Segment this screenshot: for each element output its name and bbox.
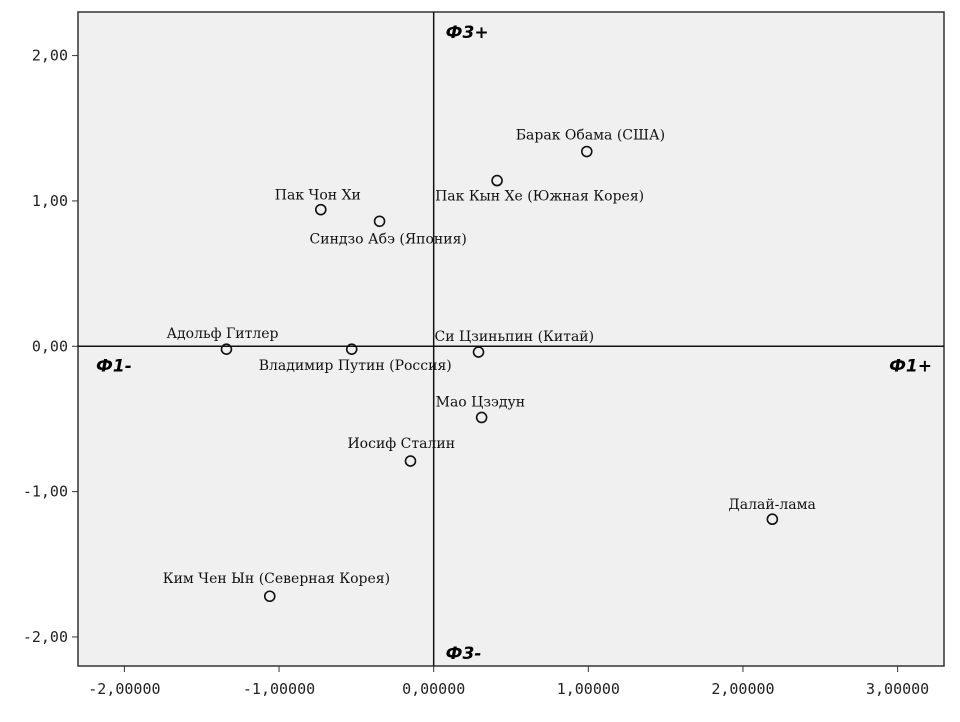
y-tick-label: -2,00: [23, 628, 68, 646]
data-point: [345, 343, 358, 355]
x-tick-label: 0,00000: [402, 680, 465, 698]
data-point-label: Иосиф Сталин: [347, 436, 455, 452]
data-point-label: Пак Чон Хи: [275, 188, 361, 204]
x-tick-label: 1,00000: [557, 680, 620, 698]
data-point: [491, 174, 503, 187]
data-point-label: Барак Обама (США): [516, 128, 665, 144]
data-point: [766, 513, 779, 526]
data-point: [373, 215, 386, 228]
data-point-label: Адольф Гитлер: [166, 326, 278, 342]
x-tick-label: 3,00000: [866, 680, 929, 698]
axis-annotation-right: Ф1+: [889, 356, 932, 376]
data-point-label: Владимир Путин (Россия): [259, 358, 452, 374]
data-point-label: Си Цзиньпин (Китай): [435, 329, 595, 345]
axis-annotation-top: Ф3+: [446, 23, 489, 43]
x-tick-label: 2,00000: [711, 680, 774, 698]
axis-annotation-left: Ф1-: [96, 356, 132, 376]
y-tick-label: 1,00: [32, 192, 68, 210]
plot-area: [77, 11, 945, 667]
data-point: [404, 455, 417, 467]
data-points: Барак Обама (США) Пак Кын Хе (Южная Корея…: [163, 128, 816, 603]
y-tick-label: -1,00: [23, 483, 68, 501]
x-tick-label: -2,00000: [88, 680, 160, 698]
x-axis: -2,00000 -1,00000 0,00000 1,00000 2,00000 3,0…: [88, 666, 929, 698]
x-tick-label: -1,00000: [243, 680, 315, 698]
axis-annotation-bottom: Ф3-: [446, 644, 482, 664]
data-point: [475, 411, 488, 424]
data-point: [314, 203, 327, 216]
y-tick-label: 0,00: [32, 337, 68, 355]
data-point: [263, 590, 276, 603]
data-point-label: Мао Цзэдун: [436, 394, 525, 410]
y-axis: 2,00 1,00 0,00 -1,00 -2,00: [23, 47, 78, 646]
data-point-label: Пак Кын Хе (Южная Корея): [435, 189, 644, 205]
data-point-label: Синдзо Абэ (Япония): [310, 231, 467, 247]
data-point-label: Ким Чен Ын (Северная Корея): [163, 571, 390, 587]
data-point: [472, 346, 485, 358]
data-point: [580, 145, 593, 158]
data-point: [220, 343, 233, 355]
y-tick-label: 2,00: [32, 47, 68, 65]
data-point-label: Далай-лама: [728, 497, 816, 513]
